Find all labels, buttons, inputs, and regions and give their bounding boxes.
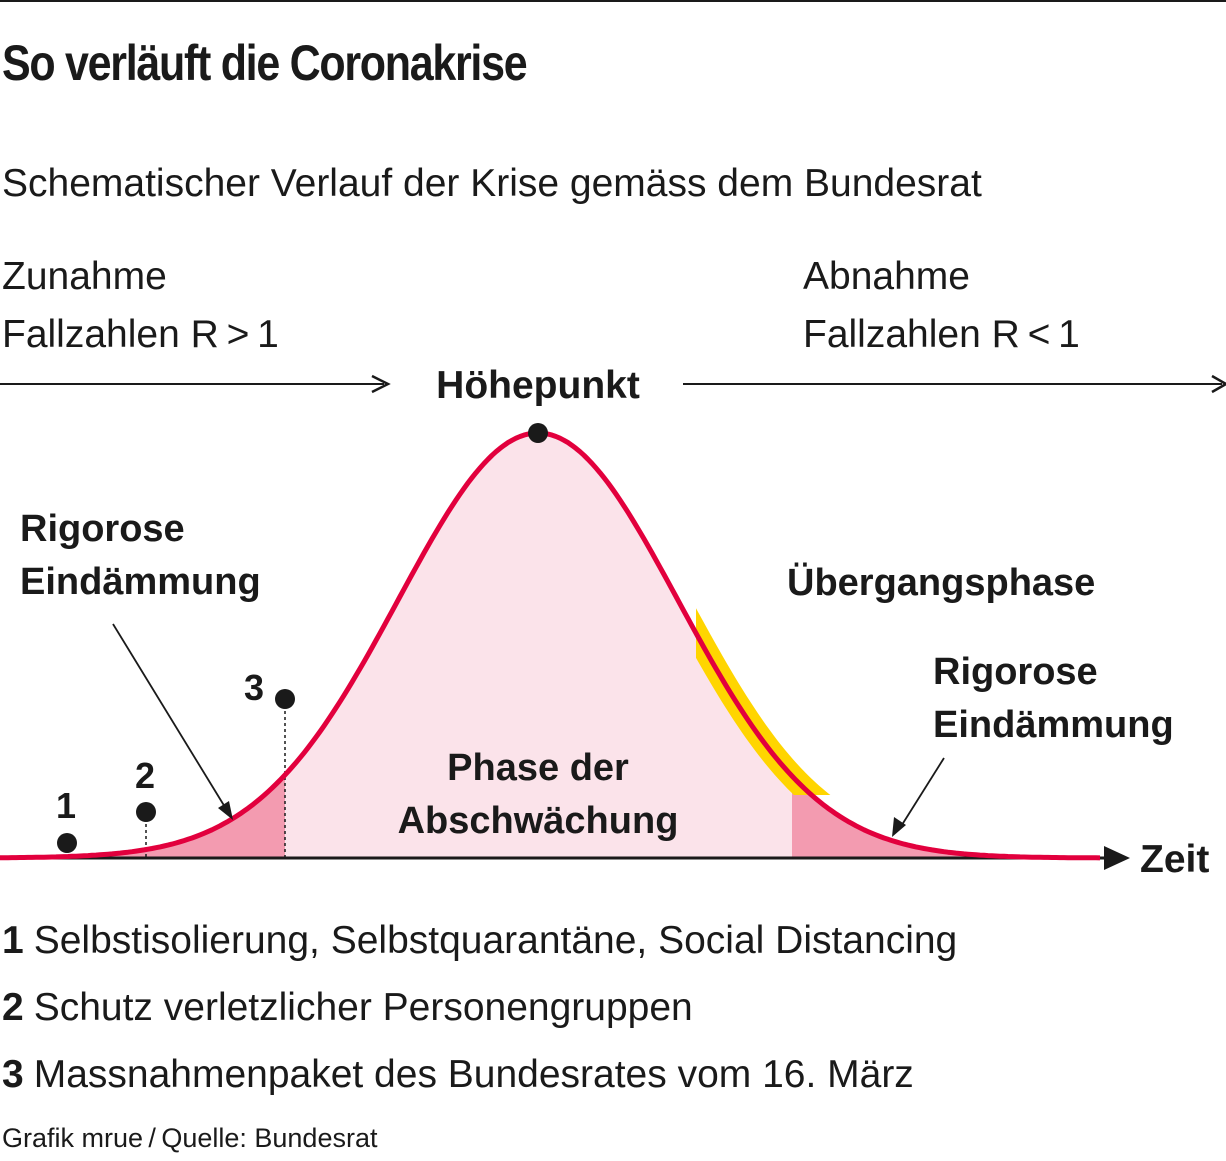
- legend-item-1: 1 Selbstisolierung, Selbstquarantäne, Soc…: [2, 918, 957, 964]
- left-region-label-line2: Eindämmung: [20, 561, 261, 603]
- marker-3-label: 3: [244, 667, 264, 708]
- crisis-curve-diagram: Höhepunkt Rigorose Eindämmung Phase der …: [0, 364, 1226, 881]
- right-containment-area: [792, 776, 1102, 858]
- legend-number: 3: [2, 1053, 24, 1096]
- marker-1-dot: [57, 833, 77, 853]
- legend-number: 1: [2, 919, 24, 962]
- peak-label: Höhepunkt: [436, 364, 640, 407]
- subtitle: Schematischer Verlauf der Krise gemäss d…: [2, 162, 982, 205]
- legend-text: Schutz verletzlicher Personengruppen: [33, 986, 693, 1029]
- right-region-pointer: [899, 757, 945, 829]
- decrease-arrow-head: [1211, 374, 1226, 394]
- right-region-label-line2: Eindämmung: [933, 704, 1174, 746]
- legend-item-3: 3 Massnahmenpaket des Bundesrates vom 16.…: [2, 1052, 914, 1098]
- marker-2-dot: [136, 802, 156, 822]
- marker-2-label: 2: [135, 755, 155, 796]
- increase-arrow-head: [371, 374, 391, 394]
- legend-item-2: 2 Schutz verletzlicher Personengruppen: [2, 985, 693, 1031]
- top-rule: [0, 0, 1226, 2]
- time-axis-label: Zeit: [1140, 838, 1209, 881]
- left-region-label-line1: Rigorose: [20, 508, 185, 550]
- page-title: So verläuft die Coronakrise: [2, 35, 528, 91]
- source-credit: Grafik mrue / Quelle: Bundesrat: [2, 1123, 378, 1153]
- left-region-pointer-head: [218, 801, 233, 820]
- right-region-label-line1: Rigorose: [933, 651, 1098, 693]
- marker-3-dot: [275, 689, 295, 709]
- decrease-label-line1: Abnahme: [803, 255, 970, 298]
- peak-dot: [528, 423, 548, 443]
- weakening-phase-area: [285, 433, 792, 858]
- middle-region-label-line1: Phase der: [447, 747, 629, 789]
- marker-1-label: 1: [56, 785, 76, 826]
- increase-label-line2: Fallzahlen R > 1: [2, 313, 279, 356]
- decrease-label: Abnahme Fallzahlen R < 1: [803, 248, 1080, 364]
- increase-label-line1: Zunahme: [2, 255, 167, 298]
- transition-label: Übergangsphase: [787, 561, 1095, 604]
- left-region-pointer: [112, 623, 229, 813]
- increase-label: Zunahme Fallzahlen R > 1: [2, 248, 279, 364]
- left-containment-area: [0, 774, 285, 858]
- middle-region-label-line2: Abschwächung: [398, 800, 679, 842]
- right-region-pointer-head: [892, 817, 906, 837]
- decrease-label-line2: Fallzahlen R < 1: [803, 313, 1080, 356]
- time-axis-arrowhead: [1104, 846, 1130, 870]
- legend-number: 2: [2, 986, 24, 1029]
- legend-text: Selbstisolierung, Selbstquarantäne, Soci…: [33, 919, 958, 962]
- crisis-curve: [0, 430, 1101, 861]
- legend-text: Massnahmenpaket des Bundesrates vom 16. …: [33, 1053, 914, 1096]
